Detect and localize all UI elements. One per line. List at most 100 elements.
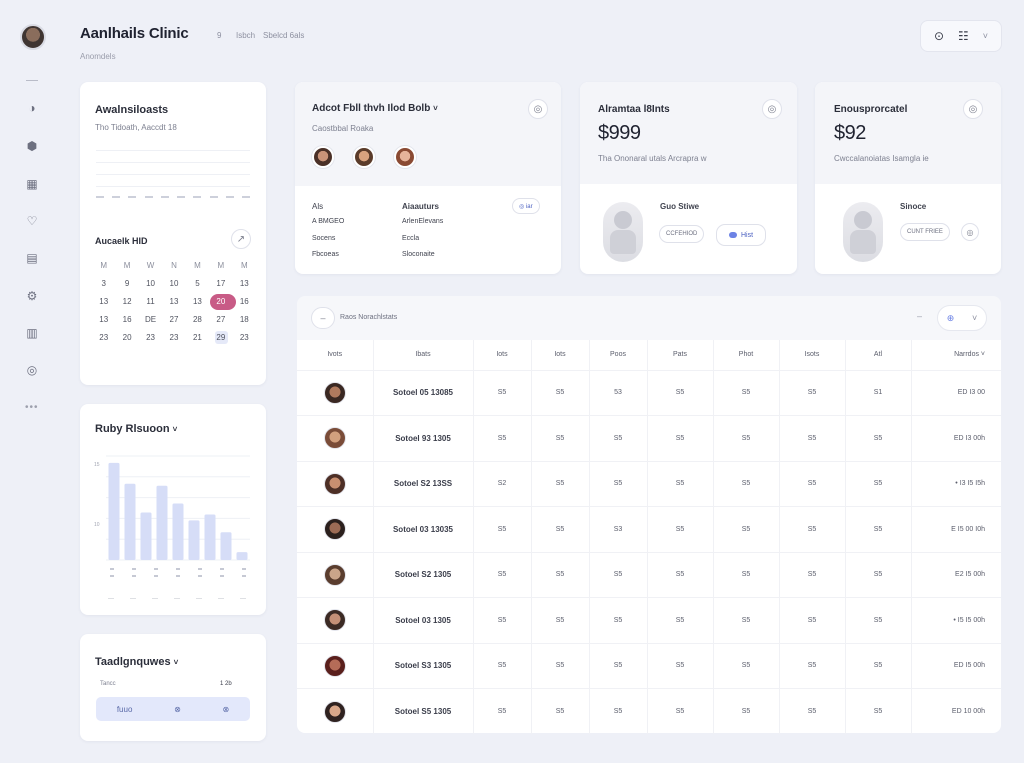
user-avatar[interactable]	[20, 24, 46, 50]
column-header[interactable]: Iots	[531, 340, 590, 370]
calendar-day[interactable]: 20	[122, 333, 132, 342]
calendar-day[interactable]: 3	[101, 279, 106, 288]
minus-icon[interactable]: –	[311, 307, 335, 329]
calendar-day[interactable]: 16	[239, 297, 249, 306]
calendar-day[interactable]: 12	[122, 297, 132, 306]
calendar-day[interactable]: 20	[209, 294, 237, 310]
add-icon[interactable]: ⊕	[946, 312, 955, 323]
settings-icon[interactable]: ⚙	[26, 289, 38, 303]
calendar-day[interactable]: 27	[169, 315, 179, 324]
table-row[interactable]: Sotoel S3 1305 S5 S5 S5 S5 S5 S5 S5 ED I5 00h	[297, 642, 1001, 689]
calendar-day[interactable]: 13	[169, 297, 179, 306]
avatar[interactable]	[323, 563, 346, 586]
calendar-day[interactable]: 13	[99, 315, 109, 324]
row-name[interactable]: Sotoel S2 1305	[373, 551, 474, 598]
more-icon[interactable]: •••	[25, 402, 39, 413]
calendar-expand-button[interactable]: ↗	[231, 229, 251, 249]
table-row[interactable]: Sotoel 93 1305 S5 S5 S5 S5 S5 S5 S5 ED I3 00h	[297, 415, 1001, 461]
patient-avatar[interactable]	[353, 146, 375, 168]
patients-card-button[interactable]: ◎	[528, 99, 548, 119]
calendar-day[interactable]: 18	[239, 315, 249, 324]
avatar[interactable]	[323, 427, 346, 450]
calendar-day[interactable]: 21	[192, 333, 202, 342]
chevron-down-icon[interactable]: ˅	[433, 104, 438, 113]
row-name[interactable]: Sotoel 93 1305	[373, 415, 474, 461]
calendar-day[interactable]: 28	[192, 315, 202, 324]
stat-card-blue-pill[interactable]: Hist	[716, 224, 766, 246]
calendar-day[interactable]: 23	[146, 333, 156, 342]
chart-icon[interactable]: ◑	[28, 101, 36, 115]
chart-bar[interactable]	[108, 462, 120, 560]
stat-card-button[interactable]: ◎	[762, 99, 782, 119]
calendar-day[interactable]: 16	[122, 315, 132, 324]
calendar-day[interactable]: 10	[169, 279, 179, 288]
avatar[interactable]	[323, 609, 346, 632]
chart-bar[interactable]	[204, 514, 216, 560]
grid-icon[interactable]: ▥	[26, 326, 38, 340]
chart-bar[interactable]	[140, 512, 152, 560]
row-name[interactable]: Sotoel 03 1305	[373, 597, 474, 643]
column-header[interactable]: Iots	[473, 340, 532, 370]
column-header[interactable]: Ivots	[297, 340, 374, 370]
calendar-day[interactable]: 23	[169, 333, 179, 342]
row-name[interactable]: Sotoel S5 1305	[373, 688, 474, 734]
calendar-day[interactable]: 13	[192, 297, 202, 306]
calendar-day[interactable]: 5	[195, 279, 200, 288]
calendar-day[interactable]: 10	[146, 279, 156, 288]
chevron-down-icon[interactable]: ˅	[971, 313, 978, 323]
chevron-down-icon[interactable]: ˅	[172, 425, 178, 434]
row-name[interactable]: Sotoel S3 1305	[373, 642, 474, 689]
chevron-down-icon[interactable]: ˅	[982, 31, 989, 41]
stat-card-button[interactable]: ◎	[963, 99, 983, 119]
column-header[interactable]: Pats	[647, 340, 714, 370]
column-header[interactable]: Isots	[779, 340, 846, 370]
stat-card-icon-button[interactable]: ◎	[961, 223, 979, 241]
transactions-action-label[interactable]: fuuo	[116, 704, 133, 714]
folder-icon[interactable]: ▤	[26, 251, 38, 265]
table-row[interactable]: Sotoel S2 1305 S5 S5 S5 S5 S5 S5 S5 E2 I5 00h	[297, 551, 1001, 598]
table-row[interactable]: Sotoel 05 13085 S5 S5 53 S5 S5 S5 S1 ED I3 00	[297, 369, 1001, 416]
heart-icon[interactable]: ♡	[26, 214, 38, 228]
row-name[interactable]: Sotoel 05 13085	[373, 369, 474, 416]
bell-icon[interactable]: ⊙	[933, 29, 945, 43]
table-row[interactable]: Sotoel 03 1305 S5 S5 S5 S5 S5 S5 S5 • I5 I5 00h	[297, 597, 1001, 643]
header-link-3[interactable]: Sbelcd 6als	[263, 31, 305, 40]
table-row[interactable]: Sotoel S2 13SS S2 S5 S5 S5 S5 S5 S5 • I3 I5 I5h	[297, 460, 1001, 507]
row-name[interactable]: Sotoel 03 13035	[373, 506, 474, 552]
refresh-icon[interactable]: ⊗	[174, 704, 181, 714]
row-name[interactable]: Sotoel S2 13SS	[373, 460, 474, 507]
calendar-day[interactable]: 9	[124, 279, 130, 288]
avatar[interactable]	[323, 654, 346, 677]
calendar-day[interactable]: 23	[239, 333, 249, 342]
column-header[interactable]: Atl	[845, 340, 912, 370]
shield-icon[interactable]: ⬢	[26, 139, 38, 153]
chart-bar[interactable]	[156, 485, 168, 560]
avatar[interactable]	[323, 472, 346, 495]
calendar-day[interactable]: DE	[145, 315, 157, 324]
calendar-day[interactable]: 29	[209, 331, 232, 344]
column-header[interactable]: Phot	[713, 340, 780, 370]
avatar[interactable]	[323, 381, 346, 404]
column-header[interactable]: Narrdos ˅	[954, 351, 985, 359]
header-link-2[interactable]: Isbch	[236, 31, 256, 40]
header-link-1[interactable]: 9	[217, 31, 222, 40]
chart-bar[interactable]	[172, 503, 184, 560]
patient-avatar[interactable]	[312, 146, 334, 168]
avatar[interactable]	[323, 700, 346, 723]
chart-bar[interactable]	[220, 532, 232, 560]
patient-avatar[interactable]	[394, 146, 416, 168]
chart-bar[interactable]	[188, 520, 200, 560]
stat-card-outline-pill[interactable]: CUNT FRIEE	[900, 223, 950, 241]
dash-icon[interactable]: –	[917, 311, 923, 321]
globe-icon[interactable]: ◎	[26, 363, 38, 377]
settings-icon[interactable]: ☷	[958, 29, 969, 43]
column-header[interactable]: Poos	[589, 340, 648, 370]
patients-tag[interactable]: ◎ iar	[512, 198, 540, 214]
column-header[interactable]: Ibats	[373, 340, 474, 370]
calendar-day[interactable]: 13	[99, 297, 109, 306]
target-icon[interactable]: ⊗	[222, 704, 230, 714]
table-row[interactable]: Sotoel S5 1305 S5 S5 S5 S5 S5 S5 S5 ED 10 00h	[297, 688, 1001, 734]
table-row[interactable]: Sotoel 03 13035 S5 S5 S3 S5 S5 S5 S5 E I5 00 I0h	[297, 506, 1001, 552]
calendar-day[interactable]: 13	[239, 279, 249, 288]
calendar-day[interactable]: 23	[99, 333, 109, 342]
